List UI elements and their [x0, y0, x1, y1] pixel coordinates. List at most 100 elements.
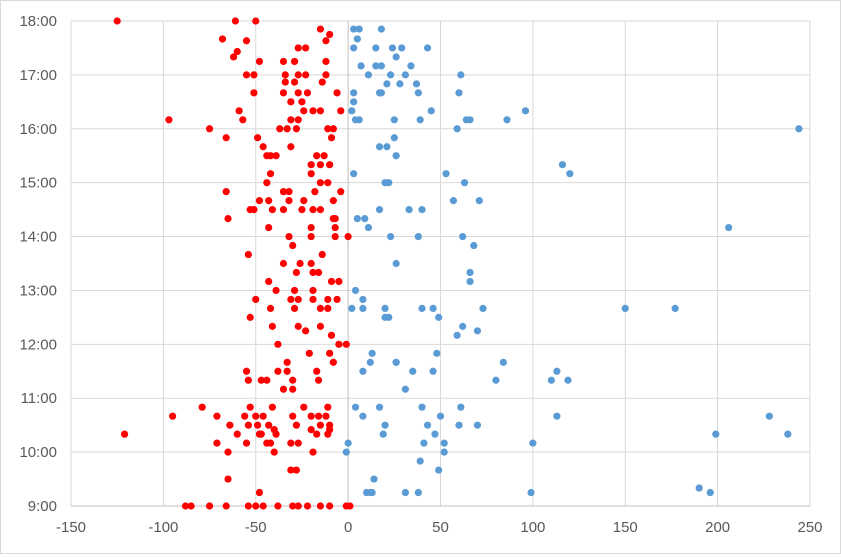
data-point-blue	[455, 89, 463, 97]
data-point-red	[287, 466, 295, 474]
y-tick-label: 13:00	[19, 282, 57, 299]
data-point-blue	[351, 403, 360, 411]
data-point-blue	[387, 232, 395, 241]
data-point-red	[294, 44, 302, 52]
data-point-blue	[418, 403, 426, 411]
data-point-blue	[427, 107, 435, 115]
data-point-blue	[706, 488, 714, 497]
data-point-blue	[388, 44, 397, 52]
data-point-red	[292, 125, 300, 133]
data-point-red	[274, 340, 282, 348]
data-point-blue	[423, 44, 432, 52]
data-point-blue	[381, 304, 389, 313]
data-point-red	[346, 502, 354, 510]
data-point-red	[296, 259, 304, 268]
data-point-red	[289, 385, 297, 393]
data-point-red	[322, 412, 330, 420]
data-point-red	[213, 412, 221, 420]
data-point-red	[224, 448, 232, 456]
data-point-red	[246, 403, 254, 411]
y-tick-label: 9:00	[28, 498, 57, 515]
data-point-red	[263, 376, 271, 384]
data-point-blue	[392, 259, 400, 268]
data-point-red	[279, 206, 288, 214]
data-point-red	[279, 385, 288, 393]
data-point-red	[335, 340, 343, 348]
data-point-red	[272, 430, 280, 438]
data-point-blue	[361, 214, 369, 223]
data-point-red	[287, 295, 295, 304]
x-tick-label: 100	[520, 519, 545, 536]
data-point-red	[252, 295, 260, 304]
data-point-red	[329, 125, 337, 133]
data-point-blue	[364, 223, 373, 232]
data-point-red	[259, 143, 267, 151]
data-point-red	[285, 197, 293, 205]
data-point-blue	[449, 197, 458, 205]
data-point-red	[268, 322, 276, 330]
data-point-blue	[372, 62, 380, 70]
data-point-red	[302, 327, 310, 335]
data-point-blue	[398, 44, 406, 52]
data-point-red	[333, 89, 341, 97]
data-point-red	[290, 304, 299, 313]
data-point-red	[309, 107, 317, 115]
data-point-blue	[359, 295, 367, 304]
data-point-red	[309, 448, 317, 456]
data-point-red	[324, 304, 332, 313]
data-point-red	[120, 430, 129, 438]
data-point-red	[316, 502, 325, 510]
data-point-blue	[433, 349, 441, 357]
data-point-red	[311, 188, 319, 196]
data-point-red	[320, 152, 328, 160]
data-point-red	[226, 421, 234, 429]
data-point-red	[322, 71, 330, 79]
data-point-blue	[712, 430, 720, 438]
data-point-red	[314, 412, 323, 420]
data-point-blue	[348, 107, 356, 115]
data-point-red	[289, 376, 297, 384]
data-point-blue	[381, 421, 389, 429]
data-point-red	[333, 295, 341, 304]
data-point-red	[266, 170, 275, 178]
data-point-blue	[442, 170, 450, 178]
data-point-blue	[466, 116, 474, 124]
data-point-red	[324, 179, 332, 187]
data-point-red	[316, 322, 325, 330]
data-point-red	[287, 143, 295, 151]
data-point-red	[181, 502, 190, 510]
data-point-red	[276, 125, 284, 133]
data-point-blue	[440, 448, 448, 456]
data-point-blue	[348, 304, 356, 313]
data-point-red	[292, 466, 300, 474]
data-point-red	[294, 116, 302, 124]
data-point-blue	[351, 286, 360, 295]
x-tick-label: 50	[432, 519, 449, 536]
data-point-red	[307, 223, 315, 232]
data-point-red	[287, 116, 295, 124]
data-point-red	[265, 223, 273, 232]
data-point-red	[309, 286, 317, 295]
data-point-red	[327, 134, 336, 142]
data-point-blue	[409, 367, 417, 375]
data-point-blue	[492, 376, 500, 384]
data-point-blue	[470, 241, 478, 250]
data-point-red	[222, 502, 230, 510]
data-point-red	[268, 403, 276, 411]
x-tick-label: 200	[705, 519, 730, 536]
data-point-blue	[416, 116, 424, 124]
data-point-blue	[359, 367, 367, 375]
data-point-blue	[405, 206, 413, 214]
data-point-blue	[377, 62, 385, 70]
data-point-red	[307, 232, 315, 241]
data-point-red	[265, 197, 273, 205]
data-point-red	[307, 412, 315, 420]
data-point-red	[224, 214, 232, 223]
data-point-red	[313, 367, 321, 375]
data-point-blue	[473, 421, 482, 429]
data-point-red	[322, 57, 330, 66]
data-point-blue	[553, 412, 561, 420]
data-point-blue	[375, 206, 384, 214]
data-point-red	[259, 502, 267, 510]
data-point-red	[316, 161, 325, 169]
